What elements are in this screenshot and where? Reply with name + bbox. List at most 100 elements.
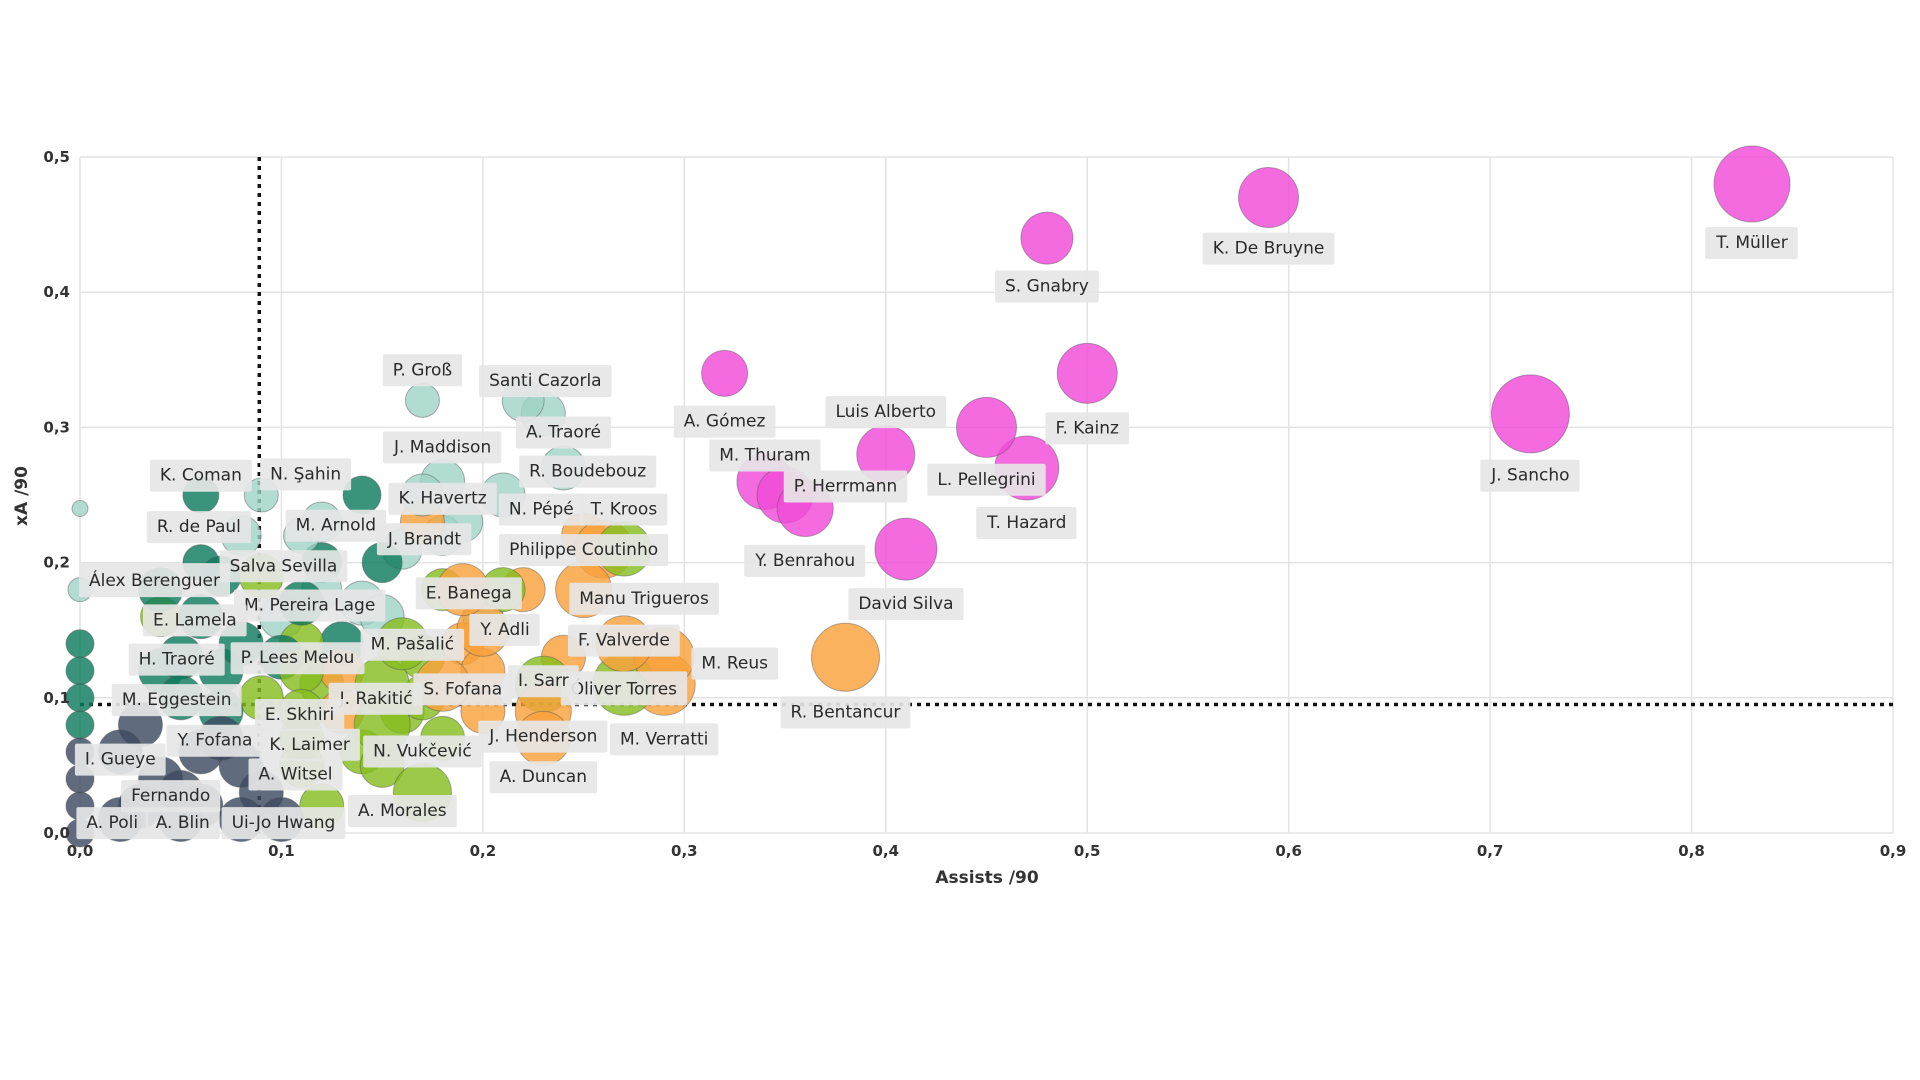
point-label-text: M. Pereira Lage <box>244 596 375 616</box>
point-label: S. Fofana <box>413 673 513 706</box>
point-label: A. Poli <box>76 807 149 840</box>
point-label-text: N. Şahin <box>270 464 341 484</box>
point-label-text: A. Morales <box>358 801 447 821</box>
point-label-text: S. Fofana <box>423 679 502 699</box>
point-label-box <box>560 671 688 706</box>
point-label-text: E. Skhiri <box>265 705 334 725</box>
point-label-box <box>74 743 166 776</box>
point-label-box <box>219 550 348 583</box>
point-label: I. Gueye <box>74 743 166 776</box>
point-label-text: N. Vukčević <box>373 742 472 762</box>
y-axis-ticks: 0,0 0,1 0,2 0,3 0,4 0,5 <box>43 148 70 842</box>
point-label-text: N. Pépé <box>509 500 574 520</box>
point-label-box <box>499 534 669 567</box>
point-label-text: T. Müller <box>1715 233 1788 253</box>
point-label-box <box>230 642 365 675</box>
point-label-text: Y. Fofana <box>177 731 253 751</box>
y-tick-label: 0,2 <box>43 554 70 572</box>
point-label: P. Lees Melou <box>230 642 365 675</box>
point-label-text: Álex Berenguer <box>89 569 220 591</box>
point-label-text: M. Eggestein <box>122 690 232 710</box>
point-label-text: Óliver Torres <box>571 677 677 699</box>
x-tick-label: 0,2 <box>470 842 497 860</box>
point-label: K. De Bruyne <box>1202 232 1335 265</box>
point-label-text: F. Kainz <box>1055 418 1119 438</box>
point-label: K. Laimer <box>259 728 360 761</box>
point-label-text: E. Banega <box>426 583 512 603</box>
point-label: Óliver Torres <box>560 671 688 706</box>
point-label-text: M. Reus <box>701 654 768 674</box>
point-label-text: Y. Benrahou <box>754 551 855 571</box>
point-label-text: T. Kroos <box>590 500 658 520</box>
point-label-text: David Silva <box>858 594 953 614</box>
point-label: A. Blin <box>145 807 220 840</box>
point-label-text: Philippe Coutinho <box>509 540 658 560</box>
point-label-text: Fernando <box>131 786 210 806</box>
point-label-text: K. Coman <box>160 466 242 486</box>
point-label: K. Havertz <box>388 482 497 515</box>
point-label-box <box>166 724 263 757</box>
point-label-text: J. Henderson <box>488 727 597 747</box>
point-label-text: J. Sancho <box>1490 466 1569 486</box>
y-tick-label: 0,5 <box>43 148 70 166</box>
point-label-text: Manu Trigueros <box>579 589 709 609</box>
y-tick-label: 0,1 <box>43 689 70 707</box>
point-label: M. Reus <box>691 647 779 680</box>
point-label: E. Skhiri <box>254 699 345 732</box>
point-label-box <box>579 493 668 526</box>
point-label-box <box>709 439 821 472</box>
point-label-text: H. Traoré <box>139 650 215 670</box>
point-label-box <box>415 577 522 610</box>
point-label: E. Banega <box>415 577 522 610</box>
point-label-text: P. Herrmann <box>794 477 898 497</box>
point-label-box <box>76 807 149 840</box>
bubble-point-labeled <box>956 396 1017 458</box>
x-tick-label: 0,4 <box>872 842 899 860</box>
point-label-box <box>1480 459 1580 492</box>
point-label: Philippe Coutinho <box>499 534 669 567</box>
point-label: J. Henderson <box>478 720 608 753</box>
x-tick-label: 0,6 <box>1275 842 1302 860</box>
point-label: H. Traoré <box>128 643 225 676</box>
point-label-text: J. Maddison <box>393 437 491 457</box>
point-label-box <box>825 396 947 429</box>
point-label-box <box>519 455 657 488</box>
point-label-text: P. Groß <box>393 360 452 380</box>
point-label: A. Traoré <box>516 416 611 449</box>
bubble-point-labeled <box>810 622 880 692</box>
bubble-point <box>65 629 95 659</box>
point-label: A. Duncan <box>489 761 597 794</box>
point-label-text: K. Laimer <box>269 735 350 755</box>
point-label-text: F. Valverde <box>578 631 670 651</box>
point-label-text: T. Hazard <box>986 513 1066 533</box>
point-label: A. Witsel <box>248 758 343 791</box>
point-label: F. Valverde <box>568 624 680 657</box>
point-label-text: E. Lamela <box>153 610 237 630</box>
x-axis-ticks: 0,0 0,1 0,2 0,3 0,4 0,5 0,6 0,7 0,8 0,9 <box>67 842 1907 860</box>
point-label-box <box>1045 412 1130 445</box>
y-axis-title: xA /90 <box>12 466 32 526</box>
y-tick-label: 0,3 <box>43 418 70 436</box>
point-label-text: K. De Bruyne <box>1213 239 1325 259</box>
point-label: T. Kroos <box>579 493 668 526</box>
point-label-text: A. Blin <box>156 813 210 833</box>
point-label-text: J. Brandt <box>387 529 461 549</box>
point-label-text: M. Pašalić <box>371 635 454 655</box>
point-label: N. Şahin <box>260 458 352 491</box>
point-label-box <box>1202 232 1335 265</box>
point-label-text: R. Boudebouz <box>529 462 646 482</box>
bubble-point <box>65 656 95 686</box>
x-tick-label: 0,5 <box>1074 842 1101 860</box>
point-label: A. Gómez <box>673 405 776 438</box>
point-label-box <box>146 511 251 544</box>
bubble-point-labeled <box>1020 211 1074 265</box>
point-label-text: S. Gnabry <box>1005 276 1089 296</box>
point-label-text: Y. Adli <box>479 620 529 640</box>
bubble-point-labeled <box>1056 342 1118 404</box>
x-tick-label: 0,8 <box>1678 842 1705 860</box>
point-label-box <box>248 758 343 791</box>
point-label: Salva Sevilla <box>219 550 348 583</box>
point-label-text: M. Arnold <box>296 516 376 536</box>
point-label-text: Luis Alberto <box>835 402 936 422</box>
